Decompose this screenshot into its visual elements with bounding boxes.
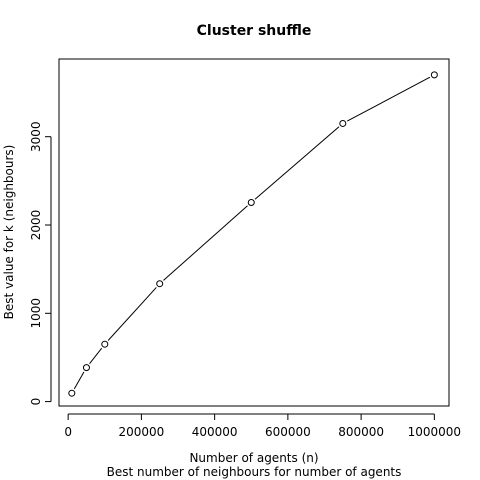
- y-tick-label: 2000: [29, 210, 43, 241]
- chart-title: Cluster shuffle: [197, 23, 312, 39]
- x-tick-label: 800000: [338, 425, 384, 439]
- x-tick-label: 600000: [265, 425, 311, 439]
- x-tick-label: 1000000: [408, 425, 461, 439]
- series-line-segment: [89, 347, 103, 364]
- series-line-segment: [73, 371, 85, 390]
- series-layer: [68, 71, 438, 397]
- data-point-marker: [68, 389, 76, 397]
- y-tick-label: 0: [29, 398, 43, 406]
- x-axis: 0 200000 400000 600000 800000 1000000: [64, 413, 461, 439]
- series-line-segment: [254, 126, 340, 200]
- x-tick-label: 200000: [118, 425, 164, 439]
- data-point-marker: [247, 198, 255, 206]
- data-point-marker: [82, 364, 90, 372]
- x-axis-label: Number of agents (n): [189, 451, 318, 465]
- x-tick-label: 400000: [192, 425, 238, 439]
- x-tick-label: 0: [64, 425, 72, 439]
- y-axis-label: Best value for k (neighbours): [2, 145, 16, 320]
- y-tick-label: 3000: [29, 121, 43, 152]
- y-axis: 0 1000 2000 3000: [29, 121, 52, 406]
- plot-area-frame: [58, 58, 450, 407]
- series-line-segment: [107, 287, 157, 341]
- chart-subtitle: Best number of neighbours for number of …: [107, 465, 402, 479]
- y-tick-label: 1000: [29, 298, 43, 329]
- data-point-marker: [339, 119, 347, 127]
- series-line-segment: [163, 205, 248, 281]
- data-point-marker: [156, 280, 164, 288]
- data-point-marker: [430, 71, 438, 79]
- series-line-segment: [346, 76, 431, 122]
- data-point-marker: [101, 340, 109, 348]
